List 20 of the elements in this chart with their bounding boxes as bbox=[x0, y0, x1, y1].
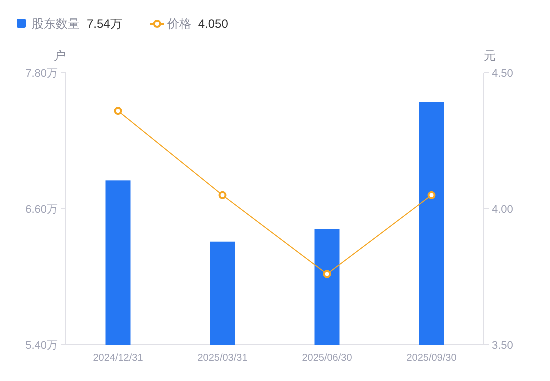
x-tick-label: 2025/09/30 bbox=[406, 353, 458, 364]
y-tick-label: 5.40万 bbox=[26, 340, 58, 352]
y2-tick-label: 3.50 bbox=[492, 340, 514, 352]
point bbox=[428, 191, 436, 200]
point bbox=[114, 107, 122, 116]
y-tick-label: 7.80万 bbox=[26, 68, 58, 80]
text: 7.54万 bbox=[87, 17, 122, 31]
legend-label: 股东数量 bbox=[32, 17, 80, 31]
y2-tick-label: 4.00 bbox=[492, 204, 514, 216]
y-tick-label: 6.60万 bbox=[26, 204, 58, 216]
x-tick-label: 2025/03/31 bbox=[198, 353, 248, 364]
y2-tick-label: 4.50 bbox=[492, 68, 514, 80]
text: 4.050 bbox=[198, 17, 229, 31]
legend-label: 价格 bbox=[166, 17, 192, 31]
point bbox=[218, 191, 227, 200]
point bbox=[323, 270, 332, 278]
y-axis-title: 户 bbox=[54, 49, 66, 63]
x-tick-label: 2025/06/30 bbox=[302, 353, 353, 364]
x-tick-label: 2024/12/31 bbox=[93, 353, 144, 364]
y2-axis-title: 元 bbox=[484, 49, 496, 63]
